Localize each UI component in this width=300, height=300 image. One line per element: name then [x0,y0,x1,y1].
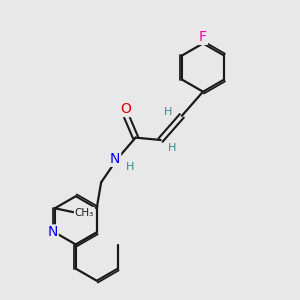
Text: O: O [121,102,132,116]
Text: F: F [199,30,207,44]
Text: H: H [125,162,134,172]
Text: N: N [47,225,58,239]
Text: CH₃: CH₃ [75,208,94,218]
Text: H: H [164,107,172,117]
Text: H: H [168,143,176,153]
Text: N: N [110,152,120,166]
